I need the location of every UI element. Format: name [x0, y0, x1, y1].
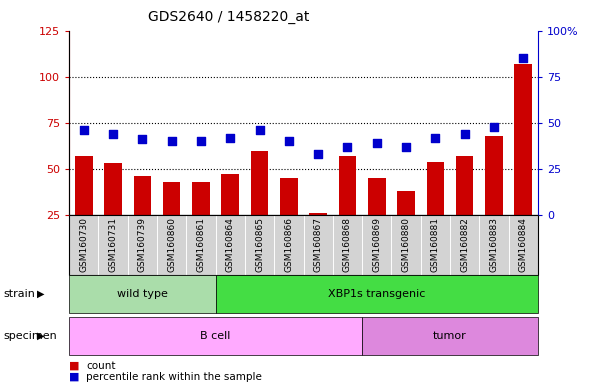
Text: ▶: ▶ [37, 331, 44, 341]
Bar [133, 176, 151, 215]
Text: GSM160866: GSM160866 [284, 217, 293, 272]
Bar [221, 174, 239, 215]
Point [225, 134, 235, 141]
Bar [368, 178, 385, 215]
Text: GSM160865: GSM160865 [255, 217, 264, 272]
Text: wild type: wild type [117, 289, 168, 299]
Point [196, 138, 206, 144]
Bar [105, 164, 122, 215]
Bar [75, 156, 93, 215]
Text: GSM160860: GSM160860 [167, 217, 176, 272]
Text: ■: ■ [69, 372, 79, 382]
Text: GSM160881: GSM160881 [431, 217, 440, 272]
Bar [163, 182, 180, 215]
Bar [427, 162, 444, 215]
Point [313, 151, 323, 157]
Text: GSM160880: GSM160880 [401, 217, 410, 272]
Text: GSM160739: GSM160739 [138, 217, 147, 272]
Text: GSM160731: GSM160731 [109, 217, 118, 272]
Bar [192, 182, 210, 215]
Bar [485, 136, 502, 215]
Bar [397, 191, 415, 215]
Point [519, 55, 528, 61]
Point [167, 138, 177, 144]
Point [343, 144, 352, 150]
Text: B cell: B cell [200, 331, 231, 341]
Point [430, 134, 440, 141]
Point [401, 144, 411, 150]
Text: GSM160883: GSM160883 [489, 217, 498, 272]
Bar [339, 156, 356, 215]
Text: count: count [86, 361, 115, 371]
Point [460, 131, 469, 137]
Text: GSM160730: GSM160730 [79, 217, 88, 272]
Text: GSM160884: GSM160884 [519, 217, 528, 272]
Bar [251, 151, 268, 215]
Text: GSM160868: GSM160868 [343, 217, 352, 272]
Text: percentile rank within the sample: percentile rank within the sample [86, 372, 262, 382]
Text: XBP1s transgenic: XBP1s transgenic [328, 289, 426, 299]
Point [372, 140, 382, 146]
Text: strain: strain [3, 289, 35, 299]
Text: GDS2640 / 1458220_at: GDS2640 / 1458220_at [148, 10, 309, 23]
Point [284, 138, 294, 144]
Text: tumor: tumor [433, 331, 467, 341]
Point [489, 124, 499, 130]
Bar [280, 178, 297, 215]
Text: GSM160869: GSM160869 [372, 217, 381, 272]
Point [108, 131, 118, 137]
Point [138, 136, 147, 142]
Bar [514, 64, 532, 215]
Text: GSM160861: GSM160861 [197, 217, 206, 272]
Text: GSM160864: GSM160864 [226, 217, 235, 272]
Text: GSM160867: GSM160867 [314, 217, 323, 272]
Point [255, 127, 264, 133]
Text: GSM160882: GSM160882 [460, 217, 469, 272]
Bar [456, 156, 474, 215]
Text: specimen: specimen [3, 331, 56, 341]
Point [79, 127, 88, 133]
Text: ▶: ▶ [37, 289, 44, 299]
Bar [310, 213, 327, 215]
Text: ■: ■ [69, 361, 79, 371]
